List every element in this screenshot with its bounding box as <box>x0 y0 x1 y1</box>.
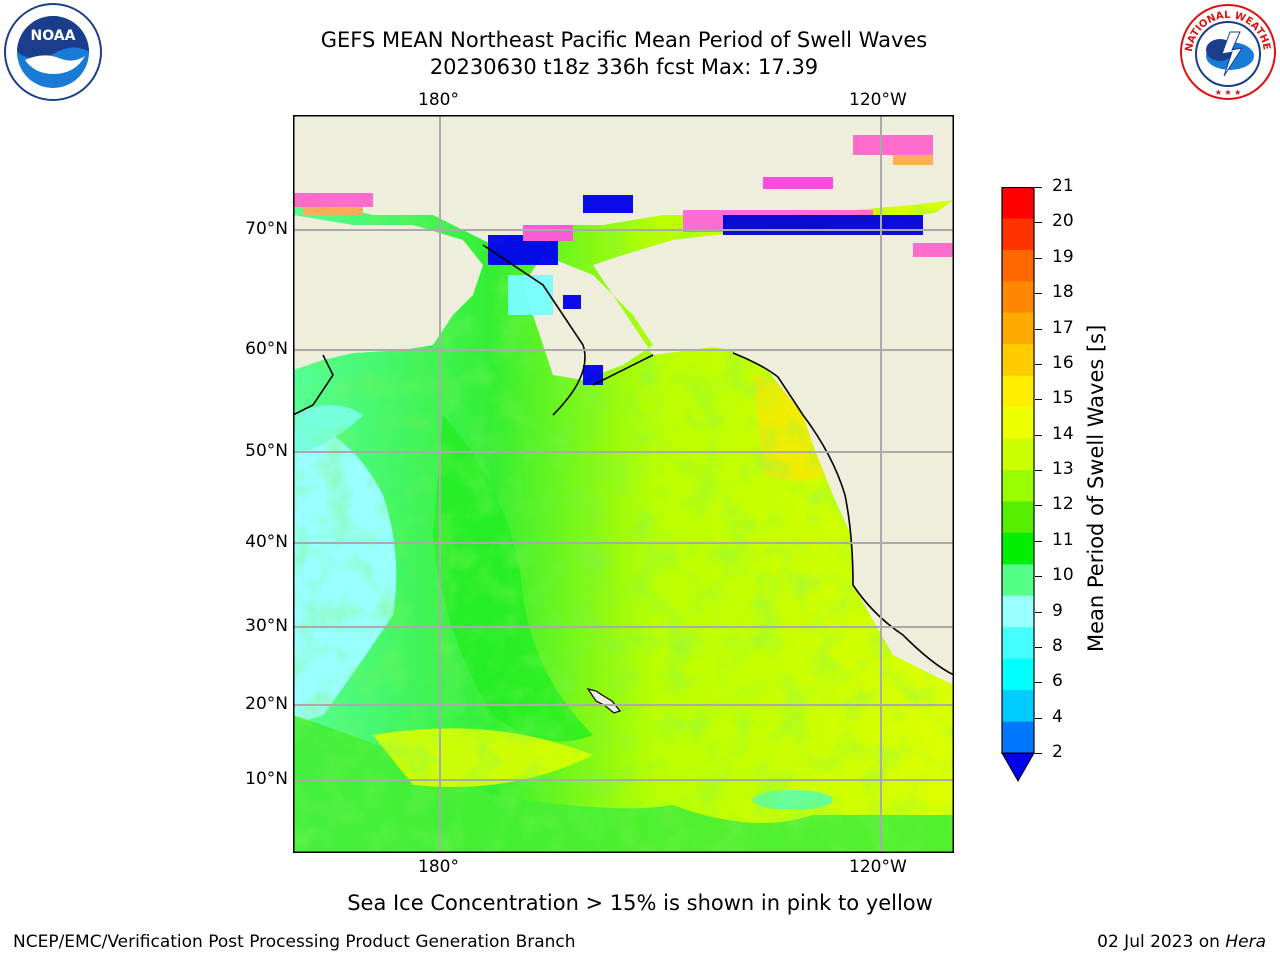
colorbar-tick-label: 21 <box>1052 176 1074 196</box>
colorbar-segment <box>1002 187 1034 219</box>
colorbar-tick-mark <box>1035 399 1042 401</box>
colorbar-tick-mark <box>1035 222 1042 224</box>
colorbar-segment <box>1002 627 1034 660</box>
colorbar-segment <box>1002 344 1034 377</box>
colorbar-segment <box>1002 375 1034 408</box>
colorbar-tick-label: 16 <box>1052 352 1074 373</box>
svg-text:★ ★ ★: ★ ★ ★ <box>1215 88 1242 97</box>
colorbar-label: Mean Period of Swell Waves [s] <box>1084 324 1108 652</box>
colorbar-tick-mark <box>1035 646 1042 648</box>
colorbar-tick-label: 19 <box>1052 246 1074 267</box>
colorbar-segment <box>1002 470 1034 502</box>
colorbar-tick-label: 12 <box>1052 494 1074 515</box>
colorbar-tick-mark <box>1035 293 1042 295</box>
colorbar-segment <box>1002 438 1034 471</box>
noaa-logo: NOAA <box>3 2 103 102</box>
colorbar-segment <box>1002 721 1034 754</box>
colorbar-tick-mark <box>1035 363 1042 365</box>
colorbar-tick-mark <box>1035 753 1042 754</box>
colorbar-tick-mark <box>1035 717 1042 719</box>
colorbar-extend-triangle <box>1001 752 1035 783</box>
colorbar-segment <box>1002 690 1034 723</box>
colorbar-tick-label: 18 <box>1052 282 1074 303</box>
colorbar-tick-mark <box>1035 257 1042 259</box>
lat-label-60n: 60°N <box>245 339 288 359</box>
lat-label-30n: 30°N <box>245 616 288 636</box>
footer-date: 02 Jul 2023 on <box>1097 932 1226 952</box>
colorbar-tick-mark <box>1035 328 1042 330</box>
colorbar-tick-label: 13 <box>1052 459 1074 479</box>
colorbar-tick-mark <box>1035 682 1042 684</box>
swell-period-map <box>293 115 954 853</box>
colorbar-tick-mark <box>1035 540 1042 542</box>
lon-label-bottom-180: 180° <box>418 857 459 877</box>
footer-left: NCEP/EMC/Verification Post Processing Pr… <box>13 932 576 952</box>
colorbar-tick-mark <box>1035 505 1042 507</box>
colorbar-tick-label: 15 <box>1052 388 1074 409</box>
colorbar-tick-label: 6 <box>1052 671 1063 692</box>
colorbar-tick-label: 10 <box>1052 565 1074 586</box>
colorbar-segment <box>1002 249 1034 282</box>
gridlines <box>293 115 954 853</box>
colorbar-tick-mark <box>1035 611 1042 613</box>
land-north-america <box>733 200 954 675</box>
colorbar-tick-label: 9 <box>1052 600 1063 621</box>
colorbar-tick-label: 4 <box>1052 706 1063 727</box>
colorbar-segment <box>1002 281 1034 314</box>
colorbar-segment <box>1002 595 1034 628</box>
colorbar-segment <box>1002 564 1034 597</box>
colorbar-segment <box>1002 532 1034 565</box>
lon-label-bottom-120w: 120°W <box>849 857 907 877</box>
colorbar-tick-label: 11 <box>1052 529 1074 550</box>
noaa-logo-text: NOAA <box>31 28 76 44</box>
colorbar-tick-label: 14 <box>1052 423 1074 444</box>
lon-label-top-120w: 120°W <box>849 90 907 110</box>
footer-host: Hera <box>1225 932 1266 952</box>
lat-label-40n: 40°N <box>245 532 288 552</box>
colorbar-tick-label: 2 <box>1052 742 1063 762</box>
sea-ice-note: Sea Ice Concentration > 15% is shown in … <box>347 891 933 915</box>
lon-label-top-180: 180° <box>418 90 459 110</box>
footer-right: 02 Jul 2023 on Hera <box>1097 932 1266 952</box>
nws-logo: NATIONAL WEATHER SERVICE ★ ★ ★ <box>1174 0 1278 102</box>
colorbar-tick-label: 17 <box>1052 317 1074 338</box>
colorbar-tick-mark <box>1035 470 1042 471</box>
map-title-line1: GEFS MEAN Northeast Pacific Mean Period … <box>320 28 928 52</box>
colorbar-segment <box>1002 218 1034 251</box>
colorbar-tick-mark <box>1035 187 1042 188</box>
map-title-line2: 20230630 t18z 336h fcst Max: 17.39 <box>429 55 819 79</box>
colorbar-tick-label: 8 <box>1052 635 1063 656</box>
hawaii <box>586 688 622 714</box>
lat-label-50n: 50°N <box>245 441 288 461</box>
colorbar-tick-mark <box>1035 576 1042 578</box>
lat-label-70n: 70°N <box>245 219 288 239</box>
colorbar <box>1001 187 1035 783</box>
land-siberia <box>293 215 483 370</box>
colorbar-segment <box>1002 501 1034 534</box>
lat-label-10n: 10°N <box>245 769 288 789</box>
colorbar-segment <box>1002 658 1034 691</box>
colorbar-tick-mark <box>1035 434 1042 436</box>
lat-label-20n: 20°N <box>245 694 288 714</box>
colorbar-segment <box>1002 407 1034 440</box>
colorbar-segment <box>1002 312 1034 345</box>
colorbar-tick-label: 20 <box>1052 211 1074 232</box>
